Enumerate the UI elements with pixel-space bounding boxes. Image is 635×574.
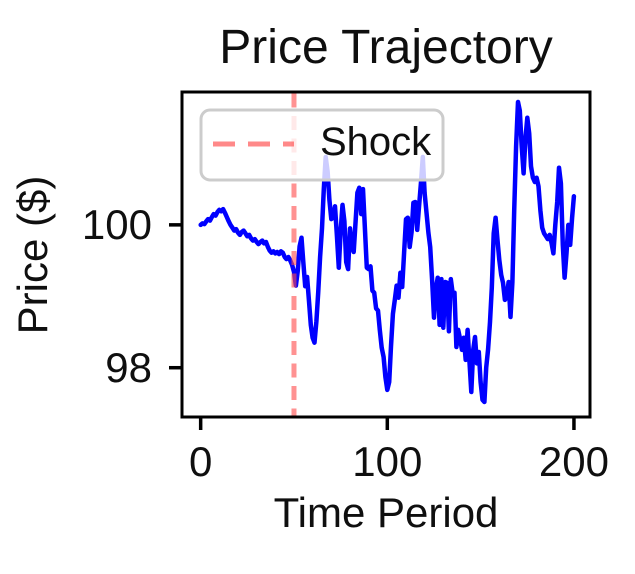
chart-title: Price Trajectory <box>219 21 553 74</box>
x-axis-label: Time Period <box>273 489 499 536</box>
x-tick-label-0: 0 <box>188 438 213 485</box>
x-tick-label-200: 200 <box>538 438 609 485</box>
legend <box>199 108 445 182</box>
x-tick-label-100: 100 <box>352 438 423 485</box>
y-axis-label: Price ($) <box>9 175 56 335</box>
y-tick-label-100: 100 <box>81 200 152 248</box>
price-line <box>198 99 577 405</box>
axis-ticks <box>169 223 576 430</box>
legend-frame <box>199 108 445 182</box>
legend-label-shock: Shock <box>320 120 432 164</box>
y-tick-label-98: 98 <box>105 343 152 391</box>
